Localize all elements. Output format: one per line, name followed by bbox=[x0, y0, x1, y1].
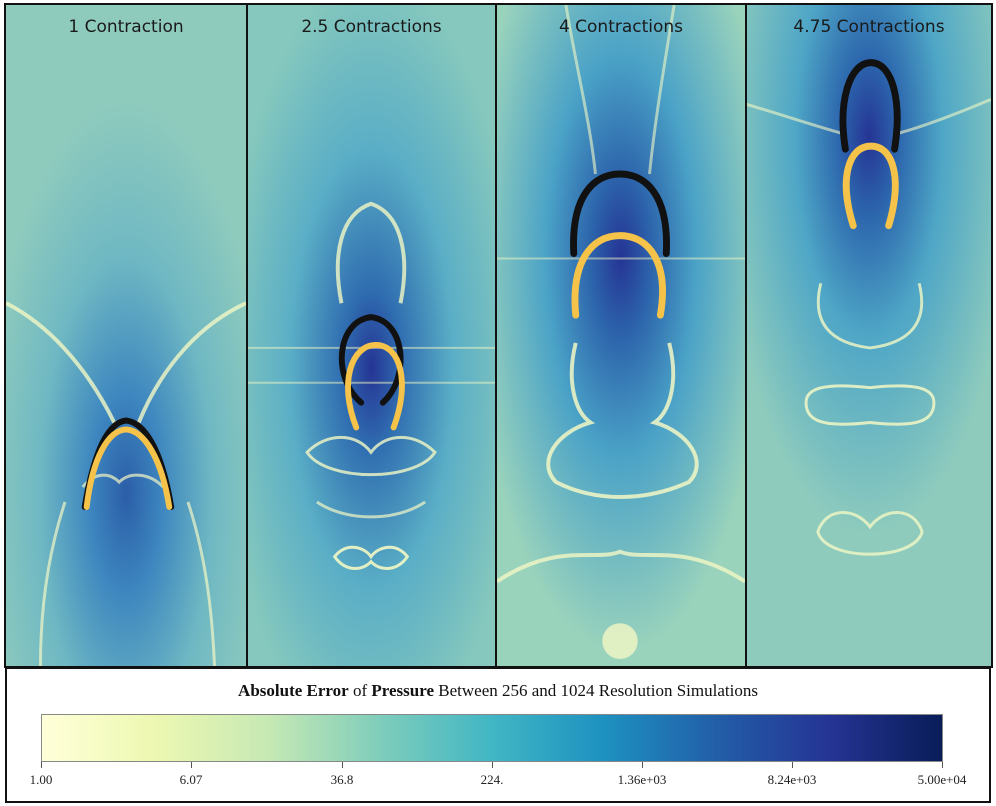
panel-4-field bbox=[747, 5, 991, 666]
colorbar-tick bbox=[191, 762, 192, 768]
colorbar-tick bbox=[342, 762, 343, 768]
colorbar-title-part1: Absolute Error bbox=[238, 681, 349, 700]
panel-1-field bbox=[6, 5, 246, 666]
panel-1-title: 1 Contraction bbox=[68, 17, 184, 37]
panel-1-contraction: 1 Contraction bbox=[4, 3, 248, 668]
colorbar-title-part3: Pressure bbox=[371, 681, 435, 700]
colorbar-tick bbox=[41, 762, 42, 768]
colorbar-tick-label: 6.07 bbox=[179, 772, 203, 787]
colorbar-tick bbox=[642, 762, 643, 768]
colorbar-tick bbox=[942, 762, 943, 768]
colorbar-tick bbox=[492, 762, 493, 768]
colorbar-tick bbox=[792, 762, 793, 768]
colorbar-tick-label: 5.00e+04 bbox=[917, 772, 967, 787]
colorbar-tick-label: 36.8 bbox=[330, 772, 354, 787]
panel-3-title: 4 Contractions bbox=[558, 17, 684, 37]
colorbar-tick-label: 8.24e+03 bbox=[767, 772, 817, 787]
panel-4-title: 4.75 Contractions bbox=[793, 17, 945, 37]
panel-2-field bbox=[248, 5, 495, 666]
colorbar-gradient bbox=[41, 714, 943, 762]
panel-2-title: 2.5 Contractions bbox=[301, 17, 442, 37]
panel-4-75-contractions: 4.75 Contractions bbox=[745, 3, 993, 668]
panel-2-5-contractions: 2.5 Contractions bbox=[246, 3, 497, 668]
colorbar-tick-label: 1.00 bbox=[29, 772, 53, 787]
colorbar-tick-label: 1.36e+03 bbox=[617, 772, 667, 787]
colorbar-title: Absolute Error of Pressure Between 256 a… bbox=[7, 681, 989, 701]
panel-4-contractions: 4 Contractions bbox=[495, 3, 747, 668]
colorbar-legend: Absolute Error of Pressure Between 256 a… bbox=[5, 667, 991, 803]
panel-3-field bbox=[497, 5, 745, 666]
colorbar-tick-label: 224. bbox=[480, 772, 504, 787]
colorbar-title-part4: Between 256 and 1024 Resolution Simulati… bbox=[434, 681, 758, 700]
colorbar-title-part2: of bbox=[348, 681, 372, 700]
